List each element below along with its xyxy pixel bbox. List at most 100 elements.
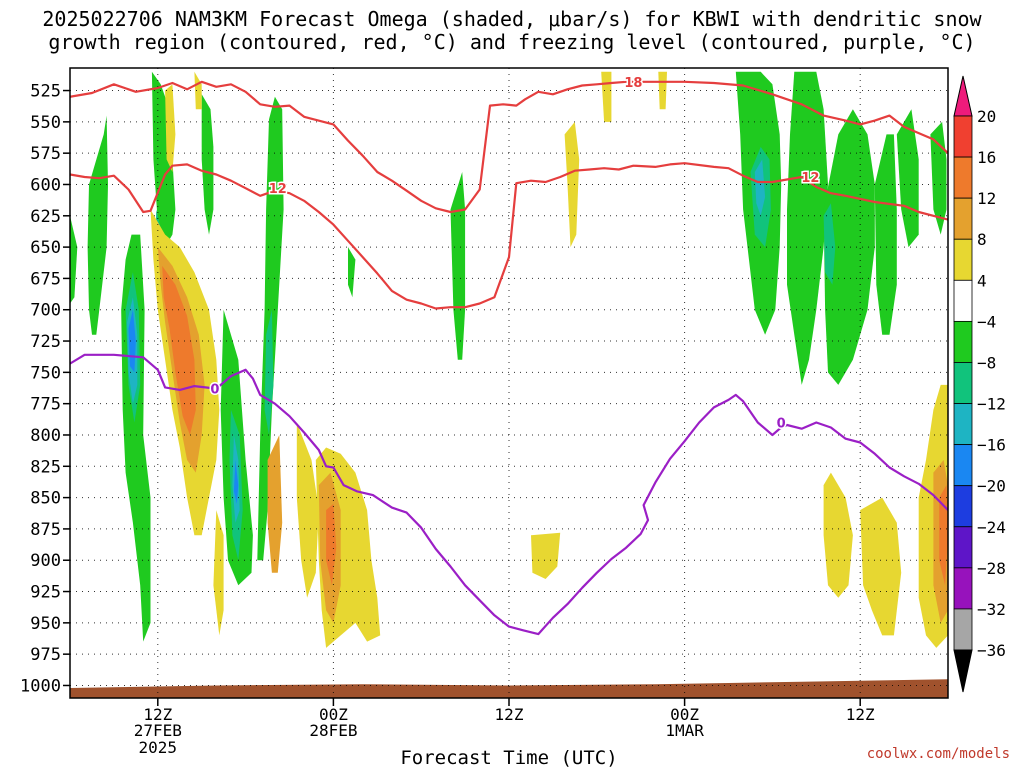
contour-label-2: 12 — [801, 171, 819, 186]
colorbar-bin — [953, 362, 973, 404]
colorbar: 20 16 12 8 4 −4 −8 −12 −16 −20 −24 −28 −32 −36 — [953, 75, 1006, 693]
chart-title-line1: 2025022706 NAM3KM Forecast Omega (shaded… — [42, 7, 982, 31]
y-tick-label: 625 — [30, 207, 61, 227]
colorbar-bin — [953, 279, 973, 322]
y-axis: 525 550 575 600 625 650 675 700 725 750 775 800 825 8… — [20, 82, 70, 696]
contour-line-2 — [70, 353, 948, 636]
x-tick-label: 12Z — [143, 705, 172, 724]
colorbar-bin — [953, 156, 973, 199]
contour-label-1: 12 — [269, 182, 287, 197]
x-tick-date: 1MAR — [665, 721, 704, 740]
colorbar-bin — [953, 608, 973, 651]
contour-label-layer: 18 12 12 0 0 — [209, 74, 821, 433]
y-tick-label: 825 — [30, 457, 61, 477]
omega-shade-0-11 — [823, 109, 875, 385]
colorbar-bin — [953, 567, 973, 610]
y-tick-label: 900 — [30, 551, 61, 571]
omega-shade-4-11 — [860, 497, 902, 636]
contour-label-0: 18 — [624, 76, 642, 91]
colorbar-label: −36 — [977, 641, 1006, 660]
omega-shade-4-4 — [296, 422, 319, 598]
contour-label-4: 0 — [777, 416, 786, 431]
y-tick-label: 925 — [30, 583, 61, 603]
contour-line-1 — [70, 162, 948, 310]
chart-title-line2: growth region (contoured, red, °C) and f… — [48, 30, 976, 54]
omega-shade-0-13 — [896, 109, 919, 248]
y-tick-label: 875 — [30, 520, 61, 540]
y-tick-label: 575 — [30, 144, 61, 164]
x-tick-label: 12Z — [846, 705, 875, 724]
omega-shade-4-1 — [165, 84, 176, 172]
colorbar-bin — [953, 238, 973, 281]
x-tick-year: 2025 — [139, 738, 178, 757]
y-tick-label: 700 — [30, 301, 61, 321]
colorbar-bin — [953, 320, 973, 363]
colorbar-label: −24 — [977, 518, 1006, 537]
terrain-layer — [70, 679, 948, 698]
y-tick-label: 800 — [30, 426, 61, 446]
x-tick-date: 27FEB — [134, 721, 182, 740]
omega-shade-0-10 — [787, 71, 828, 385]
colorbar-label: −28 — [977, 559, 1006, 578]
omega-shade-4-10 — [823, 472, 853, 598]
omega-shade-4-3 — [213, 510, 224, 636]
y-tick-label: 850 — [30, 489, 61, 509]
colorbar-label: −12 — [977, 395, 1006, 414]
credit-text: coolwx.com/models — [866, 746, 1010, 762]
y-tick-label: 650 — [30, 238, 61, 258]
colorbar-label: 20 — [977, 107, 996, 126]
y-tick-label: 1000 — [20, 676, 61, 696]
omega-shade-0-12 — [874, 134, 897, 335]
contour-label-3: 0 — [210, 383, 219, 398]
omega-shade-0-8 — [450, 172, 466, 360]
omega-shade-4-8 — [601, 71, 612, 122]
omega-shade-0-1 — [87, 115, 108, 335]
omega-shade-4-9 — [658, 71, 667, 110]
colorbar-bottom-arrow — [953, 649, 973, 693]
x-tick-label: 00Z — [319, 705, 348, 724]
x-tick-label: 00Z — [670, 705, 699, 724]
omega-shade-4-6 — [531, 532, 561, 579]
y-tick-label: 525 — [30, 82, 61, 102]
y-tick-label: 775 — [30, 395, 61, 415]
y-tick-label: 600 — [30, 175, 61, 195]
colorbar-label: −20 — [977, 477, 1006, 496]
omega-shade-3-1 — [233, 460, 239, 504]
colorbar-label: −4 — [977, 312, 996, 331]
y-tick-label: 975 — [30, 645, 61, 665]
x-tick-label: 12Z — [495, 705, 524, 724]
x-axis-label: Forecast Time (UTC) — [400, 747, 617, 768]
y-tick-label: 725 — [30, 332, 61, 352]
colorbar-label: 12 — [977, 189, 996, 208]
colorbar-top-arrow — [953, 75, 973, 117]
colorbar-bin — [953, 403, 973, 446]
colorbar-label: 4 — [977, 271, 987, 290]
x-tick-date: 28FEB — [309, 721, 357, 740]
colorbar-bin — [953, 197, 973, 240]
omega-shade-5-1 — [267, 435, 283, 573]
omega-shading-layer — [70, 71, 948, 648]
colorbar-bin — [953, 526, 973, 569]
y-tick-label: 675 — [30, 269, 61, 289]
y-tick-label: 950 — [30, 614, 61, 634]
contour-layer — [70, 80, 948, 636]
omega-shade-6-2 — [939, 485, 948, 586]
omega-shade-0-4 — [201, 94, 214, 235]
omega-shade-4-7 — [564, 121, 580, 248]
colorbar-label: −16 — [977, 436, 1006, 455]
omega-shade-0-7 — [348, 247, 356, 298]
omega-shade-1-5 — [823, 203, 836, 285]
colorbar-bin — [953, 444, 973, 487]
colorbar-bin — [953, 485, 973, 528]
omega-shade-0-14 — [930, 121, 947, 235]
colorbar-label: 16 — [977, 148, 996, 167]
y-tick-label: 750 — [30, 363, 61, 383]
colorbar-label: −8 — [977, 353, 996, 372]
omega-shade-0-0 — [70, 215, 78, 304]
colorbar-bin — [953, 115, 973, 158]
terrain-surface — [70, 679, 948, 698]
omega-shade-6-0 — [162, 265, 196, 435]
colorbar-label: 8 — [977, 230, 987, 249]
colorbar-label: −32 — [977, 600, 1006, 619]
